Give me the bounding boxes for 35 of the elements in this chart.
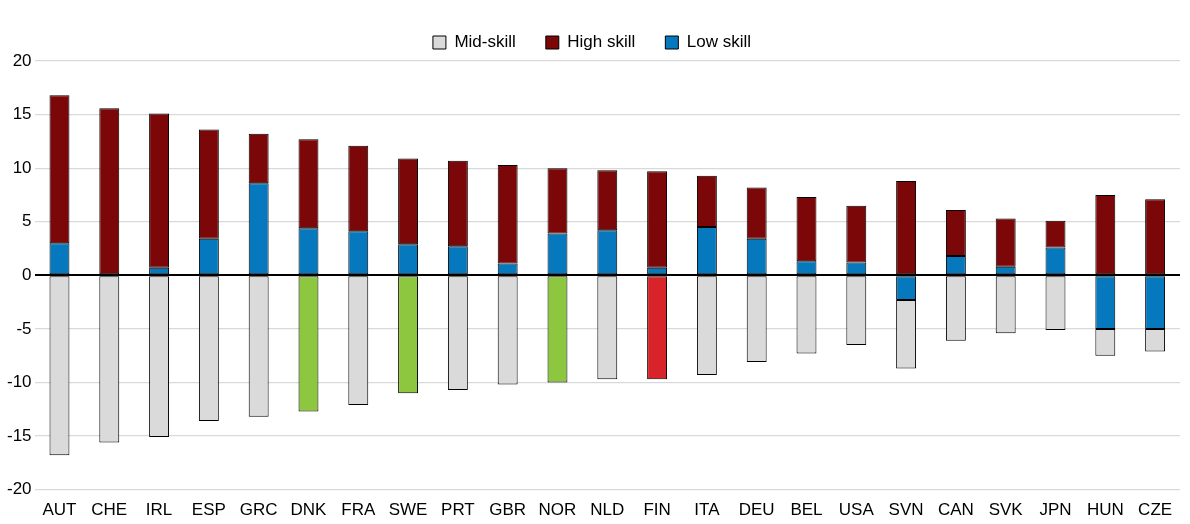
x-tick-label: ITA xyxy=(694,500,721,520)
x-tick-label: CHE xyxy=(91,500,128,520)
x-tick-label: DEU xyxy=(738,500,775,520)
x-tick-label: SVN xyxy=(888,500,924,520)
x-tick-label: FRA xyxy=(341,500,376,520)
x-tick-label: USA xyxy=(838,500,875,520)
y-tick-label: 15 xyxy=(12,104,32,124)
x-tick-label: NOR xyxy=(538,500,577,520)
y-tick-label: 0 xyxy=(22,264,32,284)
y-tick-label: 20 xyxy=(12,50,32,70)
x-tick-label: ESP xyxy=(191,500,226,520)
legend-label: High skill xyxy=(567,32,636,52)
x-tick-label: DNK xyxy=(290,500,328,520)
x-tick-label: JPN xyxy=(1039,500,1072,520)
x-tick-label: SWE xyxy=(388,500,428,520)
x-tick-label: FIN xyxy=(643,500,671,520)
x-tick-label: GRC xyxy=(239,500,278,520)
x-tick-label: CZE xyxy=(1138,500,1173,520)
x-tick-label: PRT xyxy=(441,500,475,520)
x-tick-label: BEL xyxy=(790,500,823,520)
y-tick-label: -15 xyxy=(6,425,32,445)
y-tick-label: 5 xyxy=(22,211,32,231)
legend-label: Mid-skill xyxy=(454,32,516,52)
x-tick-label: NLD xyxy=(590,500,625,520)
legend-label: Low skill xyxy=(686,32,752,52)
x-tick-label: IRL xyxy=(145,500,173,520)
x-tick-label: CAN xyxy=(937,500,974,520)
y-tick-label: -20 xyxy=(6,479,32,499)
y-tick-label: -10 xyxy=(6,372,32,392)
y-tick-label: 10 xyxy=(12,157,32,177)
x-tick-label: GBR xyxy=(489,500,527,520)
x-tick-label: AUT xyxy=(42,500,77,520)
x-tick-label: SVK xyxy=(988,500,1024,520)
x-tick-label: HUN xyxy=(1086,500,1124,520)
y-tick-label: -5 xyxy=(16,318,32,338)
